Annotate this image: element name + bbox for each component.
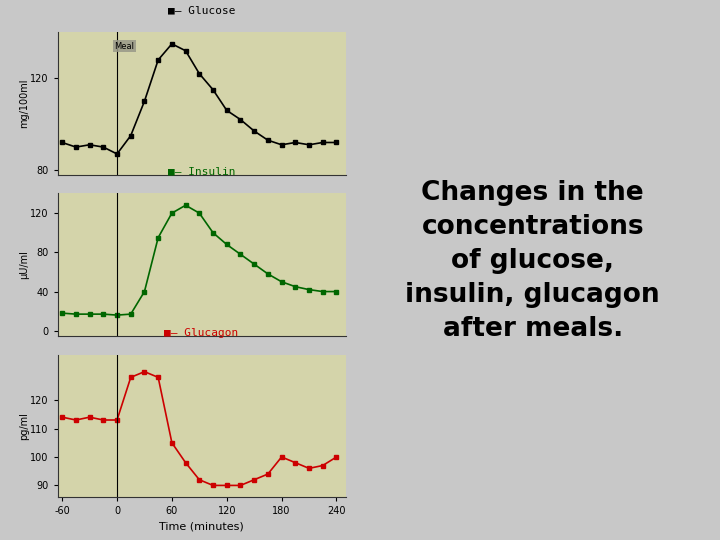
Text: ■— Insulin: ■— Insulin [168,166,235,177]
Text: Changes in the
concentrations
of glucose,
insulin, glucagon
after meals.: Changes in the concentrations of glucose… [405,180,660,342]
Text: Meal: Meal [114,42,135,51]
Text: ■— Glucagon: ■— Glucagon [164,328,239,338]
Y-axis label: pg/ml: pg/ml [19,412,29,440]
X-axis label: Time (minutes): Time (minutes) [159,522,244,531]
Y-axis label: mg/100ml: mg/100ml [19,79,29,128]
Text: ■— Glucose: ■— Glucose [168,5,235,15]
Y-axis label: μU/ml: μU/ml [19,250,29,279]
